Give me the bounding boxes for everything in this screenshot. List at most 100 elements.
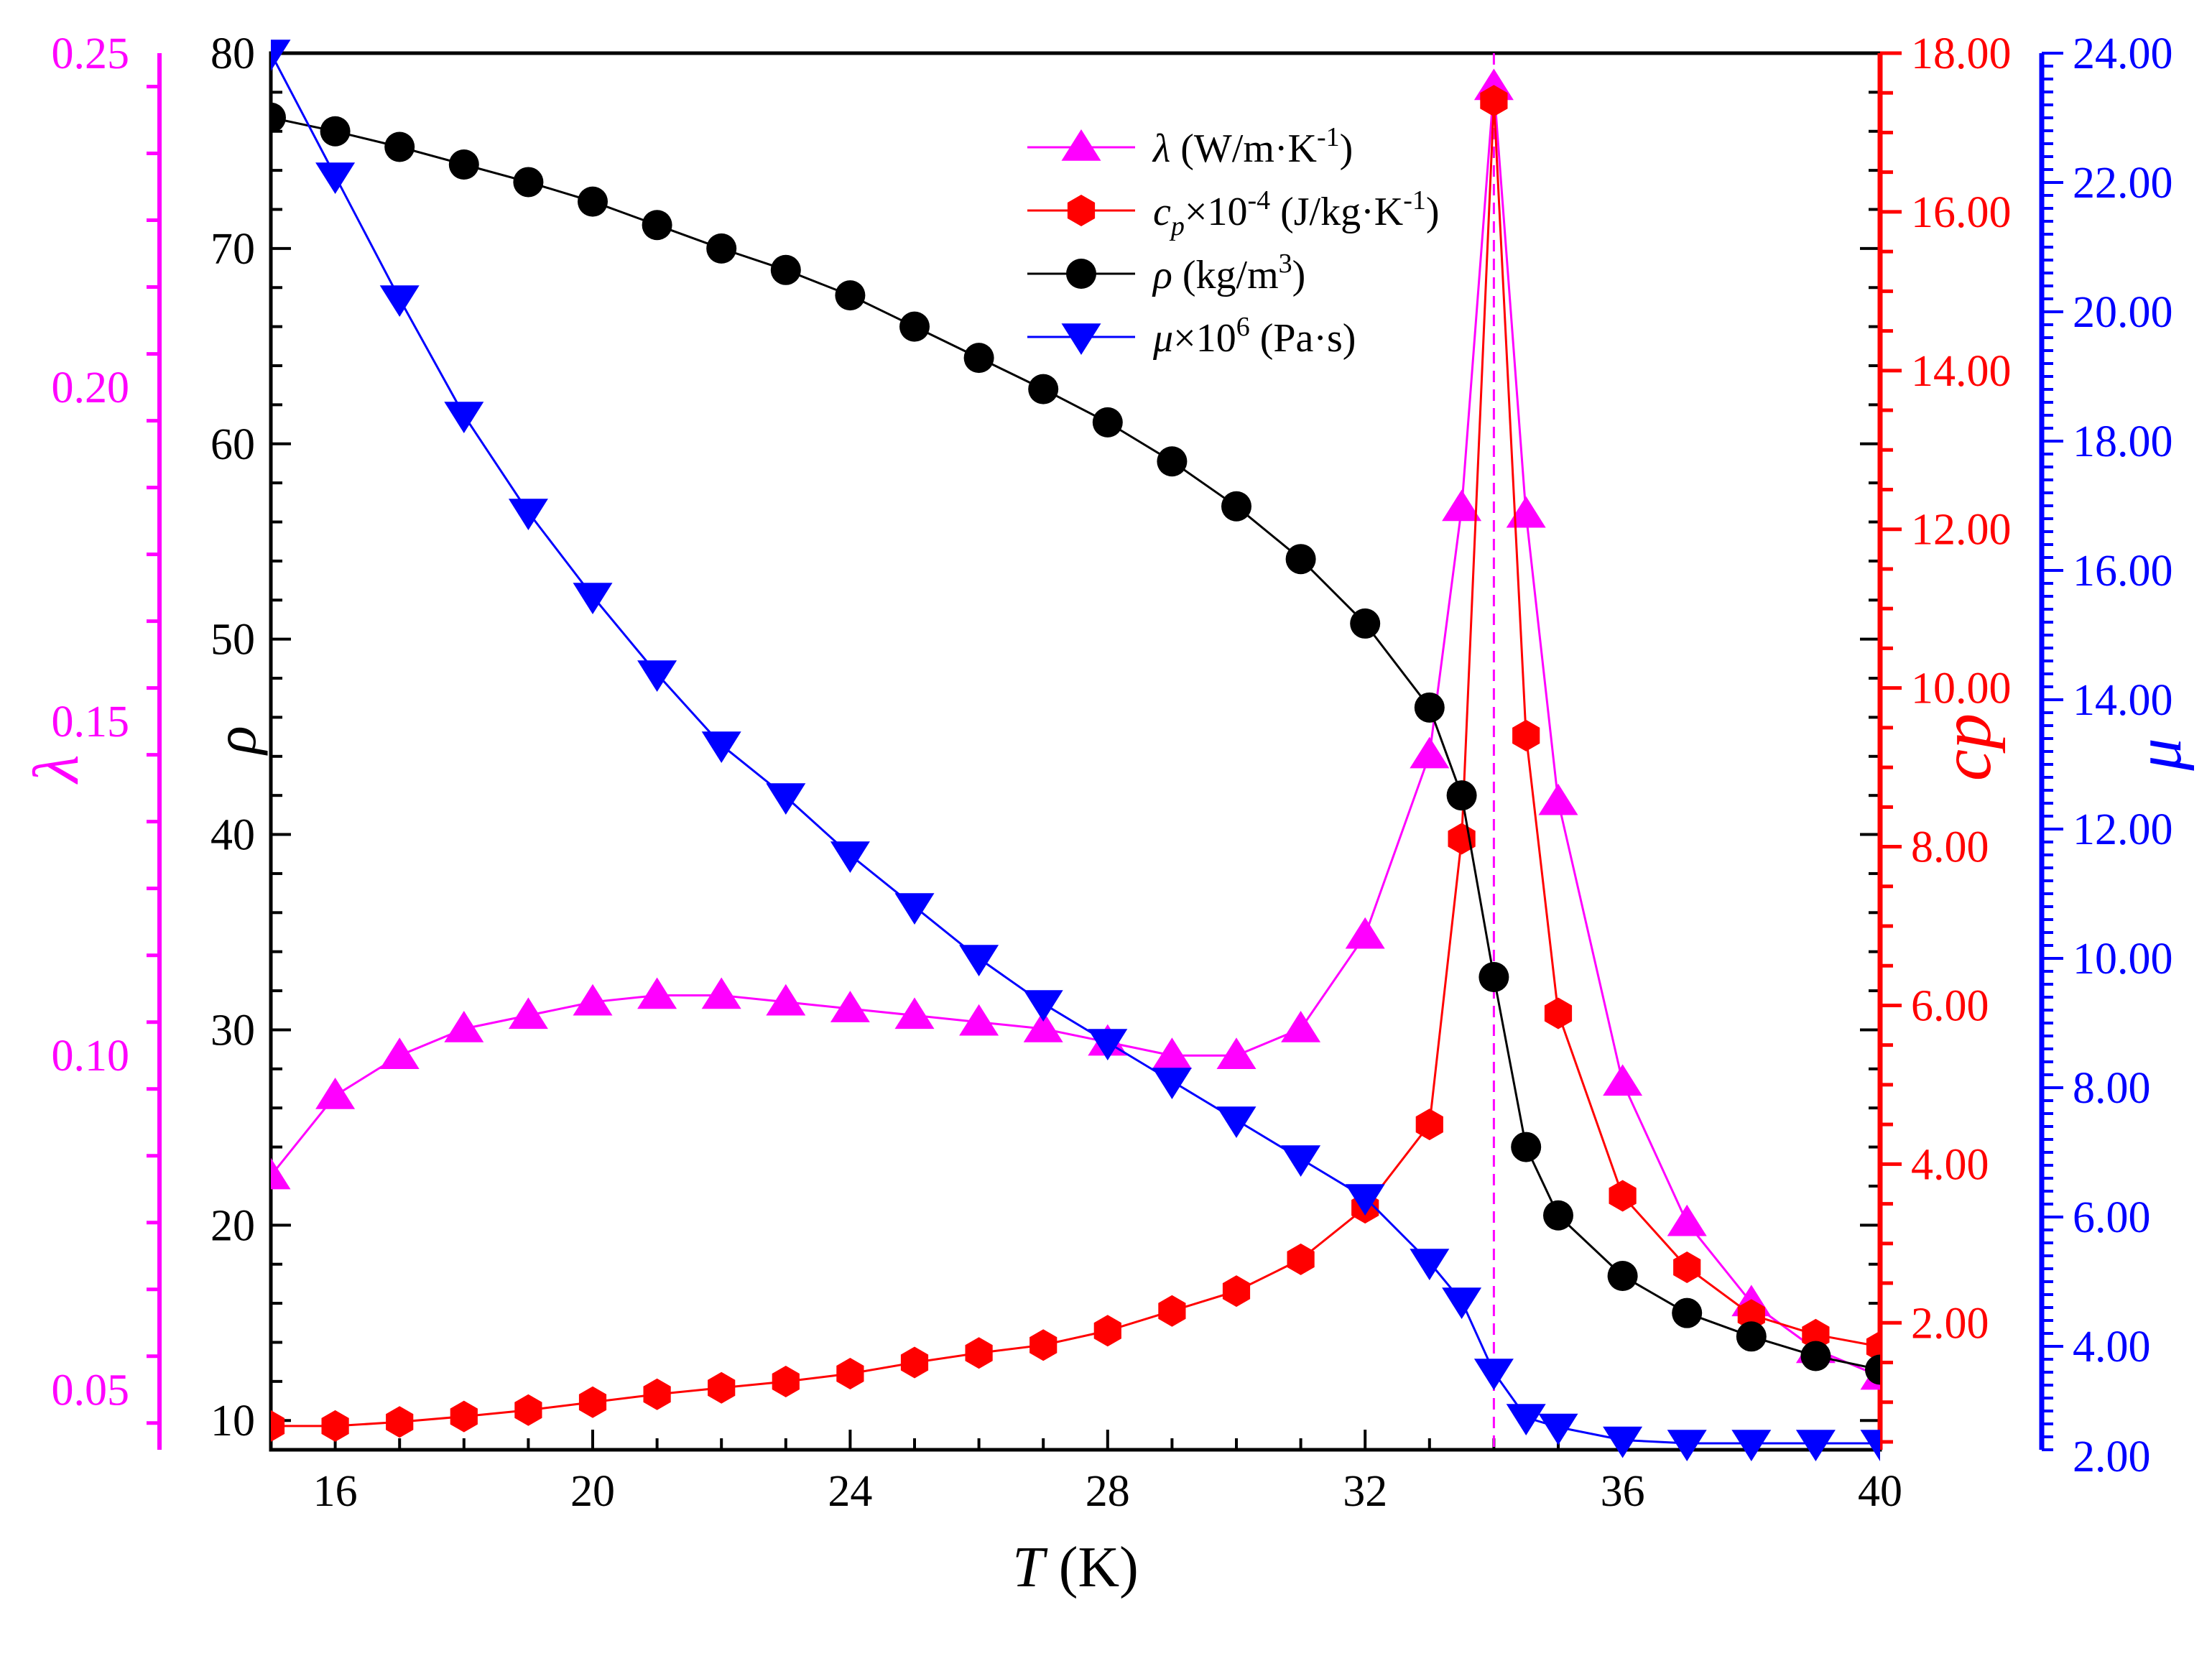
data-point-lambda: [315, 1078, 356, 1109]
x-tick-label: 32: [1343, 1467, 1387, 1516]
data-point-mu: [1731, 1430, 1772, 1461]
x-tick-label: 16: [313, 1467, 358, 1516]
lambda-axis-label: λ: [21, 755, 92, 785]
rho-tick-label: 30: [210, 1006, 255, 1055]
data-point-mu: [1410, 1249, 1450, 1280]
data-point-cp: [1415, 1109, 1443, 1141]
data-point-cp: [1222, 1275, 1251, 1308]
cp-tick-label: 4.00: [1911, 1140, 1989, 1189]
data-point-rho: [1865, 1354, 1880, 1385]
data-point-cp: [836, 1358, 864, 1389]
mu-tick-label: 2.00: [2073, 1433, 2151, 1481]
rho-tick-label: 10: [210, 1397, 255, 1445]
data-point-cp: [1866, 1331, 1880, 1363]
data-point-rho: [642, 210, 672, 241]
data-point-cp: [321, 1410, 349, 1442]
legend-label-rho: ρ (kg/m3): [1152, 249, 1305, 297]
series-line-mu: [271, 52, 1880, 1445]
data-point-mu: [379, 285, 420, 317]
lambda-tick-label: 0.25: [52, 29, 130, 78]
series-lambda: [271, 68, 1880, 1390]
data-point-lambda: [830, 991, 870, 1022]
data-point-rho: [899, 311, 930, 342]
rho-axis-label: ρ: [203, 726, 268, 756]
rho-tick-label: 80: [210, 29, 255, 78]
data-point-rho: [1157, 446, 1188, 477]
x-tick-label: 24: [828, 1467, 872, 1516]
series-layer: [271, 40, 1880, 1461]
data-point-lambda: [573, 984, 613, 1016]
data-point-lambda: [1216, 1037, 1257, 1069]
data-point-cp: [643, 1378, 671, 1410]
cp-tick-label: 8.00: [1911, 823, 1989, 872]
data-point-cp: [1737, 1299, 1765, 1331]
mu-tick-label: 16.00: [2073, 547, 2173, 596]
data-point-rho: [1672, 1297, 1703, 1328]
mu-tick-label: 14.00: [2073, 676, 2173, 725]
data-point-mu: [1667, 1430, 1707, 1461]
data-point-lambda: [766, 984, 806, 1016]
data-point-mu: [830, 841, 870, 873]
mu-tick-label: 4.00: [2073, 1323, 2151, 1371]
data-point-cp: [1287, 1243, 1315, 1275]
x-axis-label: T (K): [1012, 1536, 1139, 1599]
data-point-lambda: [701, 977, 741, 1009]
x-tick-label: 20: [570, 1467, 615, 1516]
data-point-cp: [900, 1346, 929, 1379]
data-point-cp: [1512, 719, 1540, 751]
data-point-mu: [1216, 1106, 1257, 1138]
lambda-tick-label: 0.20: [52, 364, 130, 412]
cp-tick-label: 16.00: [1911, 188, 2012, 237]
data-point-rho: [1800, 1341, 1831, 1371]
data-point-mu: [1506, 1404, 1546, 1435]
data-point-cp: [965, 1337, 993, 1369]
data-point-rho: [578, 186, 608, 217]
legend-marker-cp: [1067, 195, 1096, 226]
rho-tick-label: 40: [210, 811, 255, 860]
series-line-cp: [271, 101, 1880, 1428]
rho-tick-label: 70: [210, 225, 255, 274]
data-point-mu: [1473, 1359, 1514, 1390]
rho-tick-label: 20: [210, 1201, 255, 1250]
data-point-cp: [578, 1386, 607, 1418]
data-point-mu: [444, 402, 484, 433]
data-point-lambda: [894, 997, 935, 1030]
data-point-lambda: [1152, 1037, 1192, 1069]
data-point-lambda: [444, 1011, 484, 1042]
data-point-rho: [1543, 1200, 1573, 1231]
data-point-mu: [508, 499, 548, 530]
data-point-lambda: [637, 977, 677, 1009]
data-point-rho: [271, 102, 286, 133]
data-point-mu: [894, 893, 935, 925]
data-point-mu: [315, 162, 356, 194]
data-point-mu: [1860, 1430, 1880, 1461]
legend-label-mu: μ×106 (Pa·s): [1152, 312, 1356, 361]
data-point-rho: [1028, 374, 1059, 404]
data-point-mu: [1281, 1145, 1321, 1177]
data-point-mu: [1795, 1430, 1836, 1461]
cp-tick-label: 6.00: [1911, 981, 1989, 1030]
data-point-mu: [573, 583, 613, 614]
data-point-lambda: [1506, 496, 1546, 528]
data-point-lambda: [1538, 783, 1578, 815]
data-point-cp: [271, 1410, 285, 1442]
series-cp: [271, 85, 1880, 1442]
data-point-cp: [708, 1371, 736, 1404]
lambda-tick-label: 0.05: [52, 1366, 130, 1415]
data-point-rho: [963, 343, 994, 374]
data-point-rho: [1446, 780, 1477, 811]
data-point-rho: [1607, 1261, 1638, 1292]
legend-marker-rho: [1066, 259, 1096, 289]
cp-axis-label: cp: [1926, 713, 2006, 781]
data-point-rho: [1285, 544, 1316, 575]
lambda-tick-label: 0.10: [52, 1032, 130, 1081]
data-point-lambda: [1281, 1011, 1321, 1042]
data-point-lambda: [1603, 1064, 1643, 1096]
data-point-mu: [766, 783, 806, 815]
series-rho: [271, 102, 1880, 1385]
data-point-rho: [513, 167, 544, 198]
data-point-lambda: [1667, 1204, 1707, 1236]
data-point-mu: [1088, 1029, 1128, 1060]
rho-tick-label: 60: [210, 420, 255, 469]
data-point-rho: [448, 149, 479, 180]
